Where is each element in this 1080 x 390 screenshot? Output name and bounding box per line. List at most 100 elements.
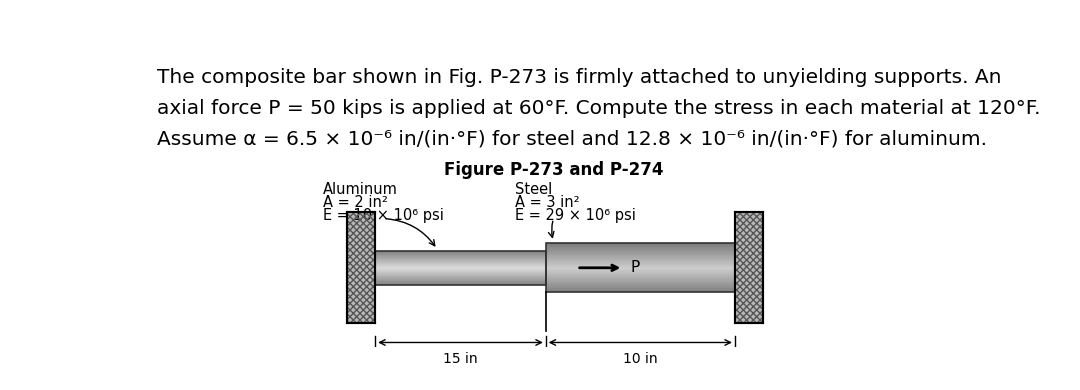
Bar — [545, 260, 734, 261]
Bar — [375, 263, 545, 264]
Bar — [375, 260, 545, 261]
Bar — [545, 270, 734, 271]
Bar — [545, 258, 734, 259]
Bar — [545, 287, 734, 288]
Bar — [545, 278, 734, 279]
Bar — [545, 247, 734, 248]
Bar — [375, 261, 545, 262]
Bar — [545, 275, 734, 276]
Bar — [545, 256, 734, 257]
Bar — [545, 249, 734, 250]
Bar — [375, 271, 545, 272]
Bar — [375, 251, 545, 285]
Bar — [375, 256, 545, 257]
Bar — [375, 281, 545, 282]
Bar — [375, 275, 545, 276]
Bar — [545, 284, 734, 285]
Bar — [545, 272, 734, 273]
Bar — [545, 259, 734, 260]
Bar — [545, 274, 734, 275]
Bar — [545, 282, 734, 283]
Text: P: P — [631, 260, 640, 275]
Bar — [545, 262, 734, 263]
Bar — [375, 277, 545, 278]
Bar — [734, 212, 762, 323]
Bar — [375, 279, 545, 280]
Text: Aluminum: Aluminum — [323, 182, 399, 197]
Bar — [545, 271, 734, 272]
Text: Figure P-273 and P-274: Figure P-273 and P-274 — [444, 161, 663, 179]
Bar — [348, 212, 375, 323]
Text: E = 29 × 10⁶ psi: E = 29 × 10⁶ psi — [515, 208, 636, 223]
Text: 10 in: 10 in — [623, 352, 658, 366]
Bar — [545, 279, 734, 280]
Bar — [375, 266, 545, 267]
Bar — [545, 254, 734, 255]
Bar — [545, 268, 734, 269]
Bar — [545, 263, 734, 264]
Bar — [545, 291, 734, 292]
Bar — [545, 257, 734, 258]
Bar — [375, 280, 545, 281]
Bar — [375, 264, 545, 265]
Bar — [375, 278, 545, 279]
Bar — [375, 254, 545, 255]
Bar — [375, 251, 545, 252]
Bar — [375, 272, 545, 273]
Text: 15 in: 15 in — [443, 352, 477, 366]
Bar — [545, 243, 734, 292]
Bar — [545, 265, 734, 266]
Text: E = 10 × 10⁶ psi: E = 10 × 10⁶ psi — [323, 208, 444, 223]
Text: Assume α = 6.5 × 10⁻⁶ in/(in·°F) for steel and 12.8 × 10⁻⁶ in/(in·°F) for alumin: Assume α = 6.5 × 10⁻⁶ in/(in·°F) for ste… — [157, 130, 987, 149]
Bar — [545, 277, 734, 278]
Bar — [545, 289, 734, 290]
Bar — [545, 244, 734, 245]
Bar — [545, 285, 734, 286]
Bar — [375, 258, 545, 259]
Bar — [545, 246, 734, 247]
Bar — [375, 252, 545, 253]
Bar — [545, 248, 734, 249]
Bar — [375, 255, 545, 256]
Bar — [545, 288, 734, 289]
Bar — [545, 264, 734, 265]
Bar — [375, 265, 545, 266]
Bar — [545, 266, 734, 267]
Bar — [375, 273, 545, 274]
Bar — [545, 252, 734, 253]
Bar — [375, 283, 545, 284]
Bar — [375, 274, 545, 275]
Bar — [375, 270, 545, 271]
Bar — [375, 253, 545, 254]
Bar — [545, 267, 734, 268]
Bar — [375, 257, 545, 258]
Bar — [545, 255, 734, 256]
Bar — [545, 280, 734, 281]
Text: The composite bar shown in Fig. P-273 is firmly attached to unyielding supports.: The composite bar shown in Fig. P-273 is… — [157, 68, 1001, 87]
Bar — [348, 212, 375, 323]
Bar — [375, 259, 545, 260]
Bar — [545, 276, 734, 277]
Bar — [375, 284, 545, 285]
Bar — [375, 282, 545, 283]
Bar — [545, 245, 734, 246]
Bar — [375, 269, 545, 270]
Bar — [545, 286, 734, 287]
Text: Steel: Steel — [515, 182, 552, 197]
Bar — [545, 269, 734, 270]
Bar — [545, 243, 734, 244]
Bar — [545, 283, 734, 284]
Bar — [545, 250, 734, 252]
Bar — [375, 267, 545, 268]
Bar — [545, 253, 734, 254]
Bar — [545, 290, 734, 291]
Text: A = 3 in²: A = 3 in² — [515, 195, 579, 210]
Bar — [375, 268, 545, 269]
Bar — [545, 273, 734, 274]
Text: A = 2 in²: A = 2 in² — [323, 195, 388, 210]
Bar — [375, 262, 545, 263]
Bar — [734, 212, 762, 323]
Text: axial force P = 50 kips is applied at 60°F. Compute the stress in each material : axial force P = 50 kips is applied at 60… — [157, 99, 1040, 118]
Bar — [545, 281, 734, 282]
Bar — [375, 276, 545, 277]
